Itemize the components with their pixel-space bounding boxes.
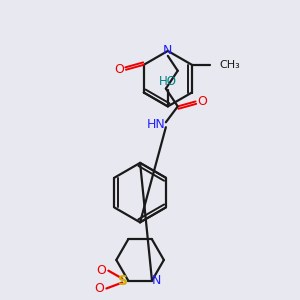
- Text: N: N: [163, 44, 172, 57]
- Text: O: O: [94, 282, 104, 295]
- Text: O: O: [114, 63, 124, 76]
- Text: O: O: [198, 95, 207, 108]
- Text: CH₃: CH₃: [220, 60, 240, 70]
- Text: HO: HO: [159, 75, 177, 88]
- Text: O: O: [97, 264, 106, 277]
- Text: S: S: [118, 274, 128, 288]
- Text: HN: HN: [147, 118, 165, 131]
- Text: N: N: [152, 274, 162, 287]
